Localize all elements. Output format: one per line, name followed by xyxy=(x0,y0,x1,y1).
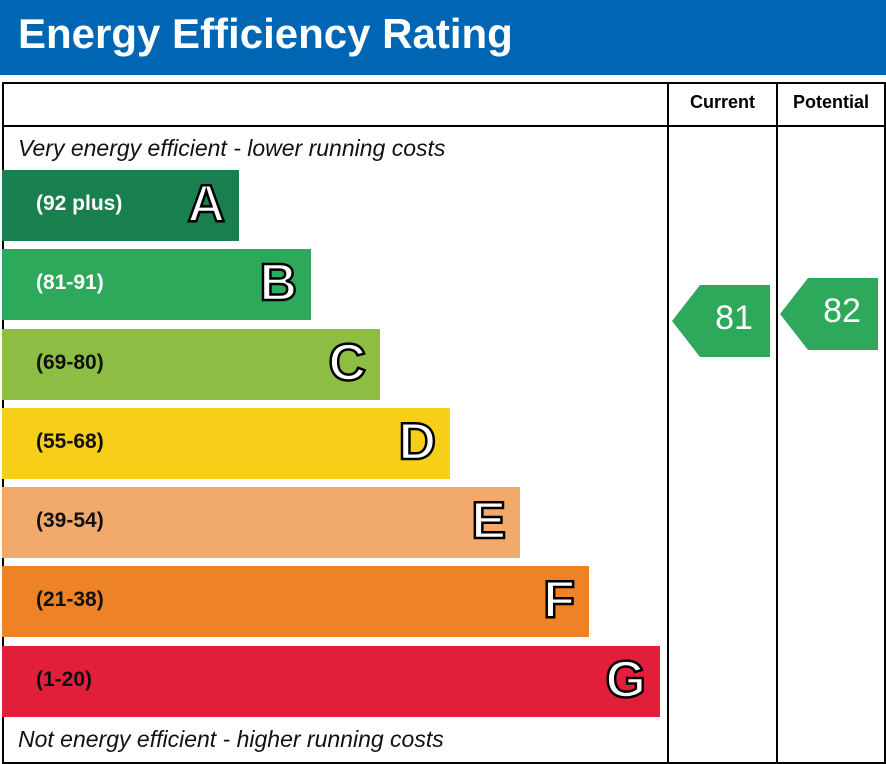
band-letter: A xyxy=(186,174,226,235)
header-banner: Energy Efficiency Rating xyxy=(0,0,886,75)
page-title: Energy Efficiency Rating xyxy=(18,10,513,57)
band-b-bar: (81-91) B xyxy=(2,249,311,320)
band-c-bar: (69-80) C xyxy=(2,329,380,400)
band-a-bar: (92 plus) A xyxy=(2,170,239,241)
potential-rating-arrow: 82 xyxy=(780,278,878,350)
potential-column-header: Potential xyxy=(792,92,869,112)
column-divider xyxy=(776,82,778,764)
current-rating-arrow: 81 xyxy=(672,285,770,357)
current-rating-value: 81 xyxy=(715,299,753,337)
band-letter: B xyxy=(258,253,298,314)
header-divider xyxy=(2,125,884,127)
band-letter: C xyxy=(327,333,367,394)
band-range-label: (81-91) xyxy=(36,271,104,294)
band-range-label: (92 plus) xyxy=(36,192,123,215)
current-column-header: Current xyxy=(689,92,755,112)
band-letter: G xyxy=(604,650,647,711)
band-range-label: (21-38) xyxy=(36,588,104,611)
band-range-label: (39-54) xyxy=(36,509,104,532)
band-g-bar: (1-20) G xyxy=(2,646,660,717)
band-letter: E xyxy=(470,491,507,552)
band-f-bar: (21-38) F xyxy=(2,566,589,637)
band-e-bar: (39-54) E xyxy=(2,487,520,558)
band-range-label: (1-20) xyxy=(36,668,93,691)
band-range-label: (69-80) xyxy=(36,351,104,374)
bottom-note: Not energy efficient - higher running co… xyxy=(18,726,444,752)
band-letter: D xyxy=(397,412,437,473)
top-note: Very energy efficient - lower running co… xyxy=(18,135,446,161)
band-range-label: (55-68) xyxy=(36,430,104,453)
band-d-bar: (55-68) D xyxy=(2,408,450,479)
band-letter: F xyxy=(542,570,576,631)
column-divider xyxy=(667,82,669,764)
potential-rating-value: 82 xyxy=(823,292,861,330)
